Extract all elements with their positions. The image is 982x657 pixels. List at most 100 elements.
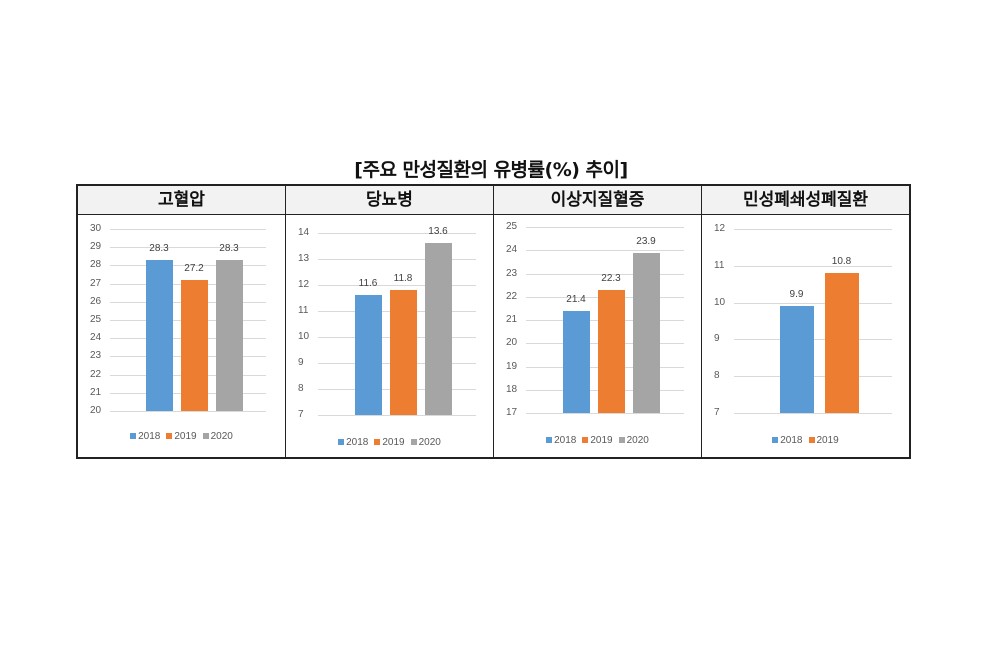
page-title: [주요 만성질환의 유병률(%) 추이] <box>354 159 628 181</box>
y-tick-label: 21 <box>90 387 102 398</box>
gridline <box>318 233 476 234</box>
legend-item: 2018 <box>130 431 160 442</box>
data-label: 11.6 <box>358 278 378 290</box>
y-tick-label: 9 <box>714 333 720 344</box>
bar-2018 <box>145 259 173 411</box>
legend-item: 2019 <box>582 435 613 446</box>
chart-legend: 2018 2019 2020 <box>78 431 285 442</box>
y-tick-label: 10 <box>714 297 726 308</box>
legend-item: 2020 <box>202 431 233 442</box>
legend-item: 2018 <box>546 435 576 446</box>
chart-legend: 2018 2019 2020 <box>286 437 493 448</box>
legend-label: 2020 <box>418 437 441 448</box>
data-label: 23.9 <box>636 235 656 247</box>
y-tick-label: 22 <box>506 291 518 302</box>
y-tick-label: 24 <box>90 332 102 343</box>
chart-title: 민성폐쇄성폐질환 <box>702 186 909 215</box>
gridline <box>110 247 266 248</box>
legend-swatch-icon <box>338 439 345 446</box>
y-tick-label: 8 <box>714 370 720 381</box>
data-label: 9.9 <box>789 289 804 301</box>
gridline <box>734 266 892 267</box>
gridline <box>526 413 684 414</box>
chart-legend: 2018 2019 2020 <box>494 435 701 446</box>
chart-panel-dyslipidemia: 이상지질혈증 17 18 19 20 21 22 23 24 25 21.4 22.3 23.9 201… <box>494 186 702 457</box>
data-label: 22.3 <box>601 272 621 284</box>
y-tick-label: 28 <box>90 259 102 270</box>
gridline <box>526 250 684 251</box>
gridline <box>318 285 476 286</box>
gridline <box>734 229 892 230</box>
bar-2018 <box>779 306 814 413</box>
gridline <box>110 229 266 230</box>
data-label: 10.8 <box>831 256 852 268</box>
y-tick-label: 24 <box>506 244 518 255</box>
legend-label: 2018 <box>138 431 161 442</box>
chart-title: 당뇨병 <box>286 186 493 215</box>
charts-table: 고혈압 20 21 22 23 24 25 26 27 28 29 30 28.3 27.2 28.3 20… <box>76 184 911 459</box>
y-tick-label: 18 <box>506 384 518 395</box>
y-tick-label: 25 <box>506 221 518 232</box>
bar-2019 <box>824 273 859 413</box>
legend-item: 2019 <box>166 431 197 442</box>
legend-swatch-icon <box>374 439 381 446</box>
data-label: 21.4 <box>566 293 586 305</box>
legend-label: 2019 <box>174 431 197 442</box>
y-tick-label: 21 <box>506 314 518 325</box>
y-tick-label: 23 <box>90 350 102 361</box>
legend-swatch-icon <box>410 439 417 446</box>
legend-swatch-icon <box>772 437 779 444</box>
y-tick-label: 7 <box>714 407 720 418</box>
chart-panel-hypertension: 고혈압 20 21 22 23 24 25 26 27 28 29 30 28.3 27.2 28.3 20… <box>78 186 286 457</box>
y-tick-label: 14 <box>298 227 310 238</box>
gridline <box>734 413 892 414</box>
legend-item: 2018 <box>772 435 803 446</box>
chart-title: 이상지질혈증 <box>494 186 701 215</box>
legend-item: 2020 <box>618 435 649 446</box>
data-label: 13.6 <box>428 226 448 238</box>
y-tick-label: 27 <box>90 278 102 289</box>
data-label: 28.3 <box>219 242 239 254</box>
data-label: 28.3 <box>149 242 169 254</box>
gridline <box>318 415 476 416</box>
legend-item: 2020 <box>410 437 441 448</box>
y-tick-label: 17 <box>506 407 518 418</box>
chart-panel-diabetes: 당뇨병 7 8 9 10 11 12 13 14 11.6 11.8 13.6 2018 2019 202… <box>286 186 494 457</box>
y-tick-label: 10 <box>298 331 310 342</box>
gridline <box>734 303 892 304</box>
y-tick-label: 12 <box>714 223 726 234</box>
legend-label: 2019 <box>382 437 405 448</box>
bar-2018 <box>562 310 590 413</box>
bar-2020 <box>215 259 243 411</box>
legend-label: 2018 <box>780 435 803 446</box>
gridline <box>526 274 684 275</box>
legend-swatch-icon <box>618 437 625 444</box>
y-tick-label: 8 <box>298 383 304 394</box>
y-tick-label: 13 <box>298 253 310 264</box>
y-tick-label: 7 <box>298 409 304 420</box>
chart-legend: 2018 2019 <box>702 435 909 446</box>
legend-swatch-icon <box>546 437 553 444</box>
y-tick-label: 26 <box>90 296 102 307</box>
gridline <box>318 259 476 260</box>
legend-label: 2020 <box>626 435 649 446</box>
bar-2019 <box>389 290 417 415</box>
legend-swatch-icon <box>166 433 173 440</box>
legend-swatch-icon <box>808 437 815 444</box>
data-label: 27.2 <box>184 262 204 274</box>
y-tick-label: 19 <box>506 361 518 372</box>
legend-swatch-icon <box>130 433 137 440</box>
legend-swatch-icon <box>582 437 589 444</box>
bar-chart: 20 21 22 23 24 25 26 27 28 29 30 28.3 27.2 28.3 2018 20… <box>78 215 285 457</box>
legend-label: 2019 <box>590 435 613 446</box>
y-tick-label: 12 <box>298 279 310 290</box>
legend-item: 2019 <box>374 437 405 448</box>
data-label: 11.8 <box>393 273 413 285</box>
legend-swatch-icon <box>202 433 209 440</box>
bar-chart: 7 8 9 10 11 12 9.9 10.8 2018 2019 <box>702 215 909 457</box>
chart-panel-copd: 민성폐쇄성폐질환 7 8 9 10 11 12 9.9 10.8 2018 2019 <box>702 186 909 457</box>
gridline <box>110 411 266 412</box>
legend-label: 2020 <box>210 431 233 442</box>
legend-label: 2018 <box>554 435 577 446</box>
legend-item: 2018 <box>338 437 368 448</box>
